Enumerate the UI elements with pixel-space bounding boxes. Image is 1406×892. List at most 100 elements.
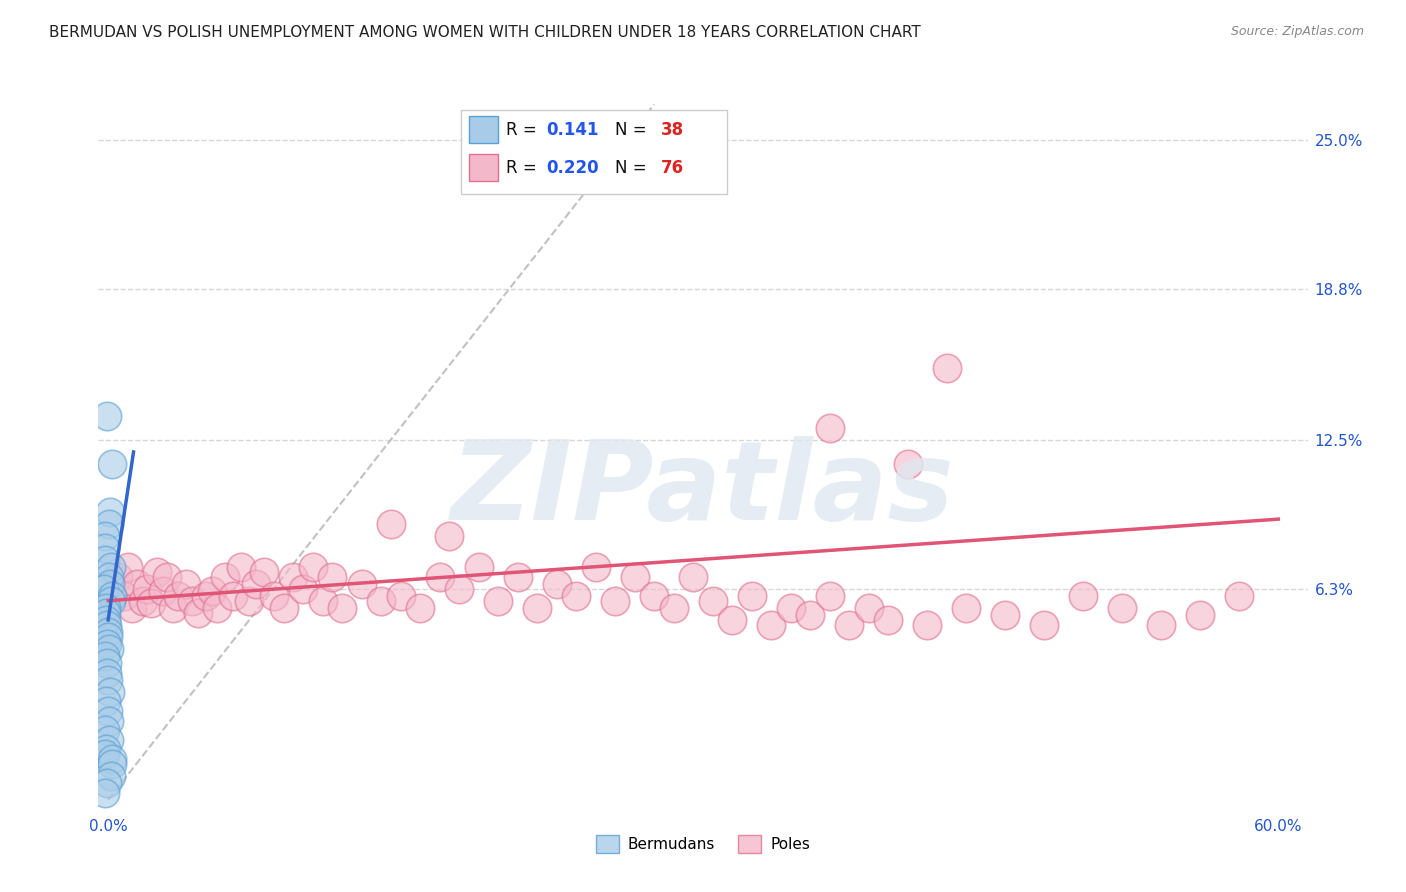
Point (721, 613, 744, 627)
Point (1227, 589, 1250, 603)
Point (132, 593, 155, 607)
Point (565, 589, 588, 603)
Point (200, 584, 222, 599)
Point (380, 516, 402, 531)
Point (585, 560, 607, 574)
Point (702, 593, 724, 607)
Point (96, 617, 118, 632)
Point (643, 589, 665, 603)
Point (100, 457, 122, 471)
Text: 38: 38 (661, 120, 683, 139)
FancyBboxPatch shape (461, 110, 727, 194)
Point (146, 565, 169, 579)
Point (93, 553, 115, 567)
Point (97, 516, 120, 531)
Point (818, 589, 841, 603)
Point (97, 714, 120, 728)
Point (1033, 617, 1056, 632)
Point (652, 161, 675, 176)
Point (486, 593, 509, 607)
Point (93, 582, 115, 596)
Point (101, 756, 124, 771)
Point (139, 596, 162, 610)
Point (181, 593, 204, 607)
Text: Source: ZipAtlas.com: Source: ZipAtlas.com (1230, 25, 1364, 38)
Point (214, 570, 236, 584)
Point (98, 505, 121, 519)
Point (409, 600, 432, 615)
Point (97, 673, 120, 687)
Point (156, 570, 179, 584)
Point (389, 589, 412, 603)
Point (136, 582, 159, 596)
Point (292, 582, 315, 596)
FancyBboxPatch shape (470, 154, 498, 181)
Point (100, 593, 122, 607)
Point (94, 600, 117, 615)
Text: R =: R = (506, 120, 543, 139)
Point (174, 577, 197, 591)
Point (96, 776, 118, 790)
Point (283, 570, 305, 584)
Point (112, 589, 135, 603)
Point (439, 529, 461, 543)
Point (94, 742, 117, 756)
Point (98, 732, 121, 747)
Point (94, 529, 117, 543)
Point (467, 560, 489, 574)
Point (253, 565, 276, 579)
Point (838, 617, 860, 632)
Point (97, 570, 120, 584)
Point (152, 584, 174, 599)
Point (263, 589, 285, 603)
Point (273, 600, 295, 615)
Point (350, 577, 373, 591)
Point (101, 589, 124, 603)
Point (935, 361, 957, 376)
Point (1150, 617, 1173, 632)
Point (187, 606, 209, 620)
Point (449, 582, 471, 596)
Point (779, 600, 801, 615)
Point (1111, 600, 1133, 615)
Point (93, 723, 115, 738)
Point (121, 600, 143, 615)
Point (761, 617, 783, 632)
Text: N =: N = (616, 120, 652, 139)
Point (229, 560, 252, 574)
Point (117, 560, 139, 574)
Point (370, 593, 392, 607)
Point (662, 600, 685, 615)
Text: R =: R = (506, 159, 543, 177)
Point (238, 593, 260, 607)
Point (526, 600, 548, 615)
Point (94, 694, 117, 708)
Point (94, 648, 117, 663)
Point (506, 570, 529, 584)
Point (917, 617, 939, 632)
Point (799, 608, 821, 623)
Point (682, 570, 704, 584)
Point (100, 752, 122, 766)
Text: ZIPatlas: ZIPatlas (451, 436, 955, 543)
Point (107, 570, 129, 584)
Text: N =: N = (616, 159, 652, 177)
Point (312, 593, 335, 607)
Point (605, 593, 627, 607)
Point (1071, 589, 1094, 603)
Text: 0.220: 0.220 (547, 159, 599, 177)
Text: BERMUDAN VS POLISH UNEMPLOYMENT AMONG WOMEN WITH CHILDREN UNDER 18 YEARS CORRELA: BERMUDAN VS POLISH UNEMPLOYMENT AMONG WO… (49, 25, 921, 40)
Point (321, 570, 343, 584)
Point (302, 560, 325, 574)
Point (97, 624, 120, 639)
Point (100, 685, 122, 699)
Point (97, 630, 120, 644)
Point (94, 785, 117, 799)
Point (100, 560, 122, 574)
Point (96, 656, 118, 670)
Point (1189, 608, 1212, 623)
Point (222, 589, 245, 603)
Point (955, 600, 977, 615)
Point (245, 577, 267, 591)
Text: 76: 76 (661, 159, 683, 177)
